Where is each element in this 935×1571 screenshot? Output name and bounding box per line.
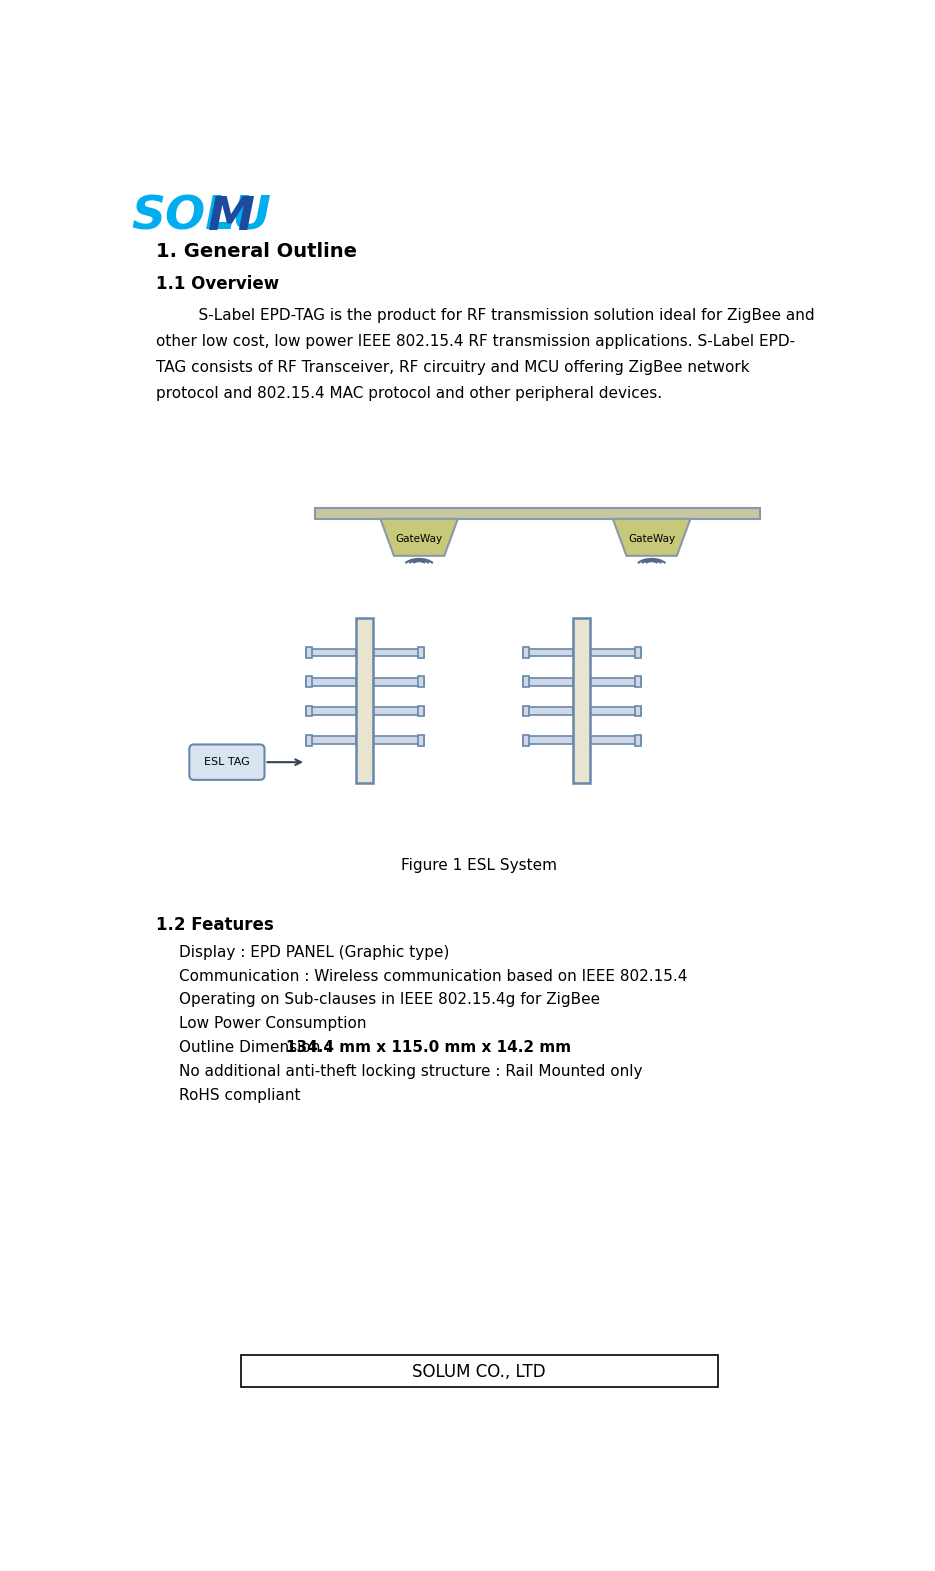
Polygon shape	[612, 518, 690, 556]
Bar	[418, 735, 424, 746]
Bar	[373, 707, 424, 715]
Bar	[306, 647, 312, 658]
Bar	[523, 705, 529, 716]
Text: GateWay: GateWay	[396, 534, 442, 544]
Text: Operating on Sub-clauses in IEEE 802.15.4g for ZigBee: Operating on Sub-clauses in IEEE 802.15.…	[179, 993, 600, 1007]
Bar	[373, 737, 424, 745]
Bar	[573, 617, 590, 784]
Text: 1. General Outline: 1. General Outline	[155, 242, 356, 261]
Text: protocol and 802.15.4 MAC protocol and other peripheral devices.: protocol and 802.15.4 MAC protocol and o…	[155, 386, 662, 402]
Bar	[635, 676, 640, 687]
Text: TAG consists of RF Transceiver, RF circuitry and MCU offering ZigBee network: TAG consists of RF Transceiver, RF circu…	[155, 360, 749, 375]
Bar	[523, 676, 529, 687]
Bar	[306, 737, 356, 745]
Bar	[523, 677, 573, 685]
Bar	[241, 1356, 717, 1387]
Text: RoHS compliant: RoHS compliant	[179, 1087, 300, 1103]
Bar	[306, 677, 356, 685]
Text: Communication : Wireless communication based on IEEE 802.15.4: Communication : Wireless communication b…	[179, 969, 687, 983]
Bar	[306, 735, 312, 746]
Bar	[306, 676, 312, 687]
Bar	[306, 705, 312, 716]
Bar	[418, 676, 424, 687]
Text: SOLUM CO., LTD: SOLUM CO., LTD	[412, 1364, 546, 1381]
Text: ESL TAG: ESL TAG	[204, 757, 250, 767]
Polygon shape	[381, 518, 458, 556]
Text: Low Power Consumption: Low Power Consumption	[179, 1016, 367, 1031]
Bar	[523, 647, 529, 658]
Text: 134.4 mm x 115.0 mm x 14.2 mm: 134.4 mm x 115.0 mm x 14.2 mm	[286, 1040, 571, 1056]
Bar	[418, 705, 424, 716]
Text: M: M	[209, 195, 255, 240]
Bar	[306, 707, 356, 715]
Text: Figure 1 ESL System: Figure 1 ESL System	[401, 858, 557, 873]
Bar	[635, 705, 640, 716]
Text: 1.2 Features: 1.2 Features	[155, 916, 273, 935]
Text: SOLU: SOLU	[131, 195, 271, 240]
Text: S-Label EPD-TAG is the product for RF transmission solution ideal for ZigBee and: S-Label EPD-TAG is the product for RF tr…	[179, 308, 814, 324]
Text: No additional anti-theft locking structure : Rail Mounted only: No additional anti-theft locking structu…	[179, 1064, 642, 1079]
Bar	[590, 649, 640, 657]
Bar	[590, 707, 640, 715]
Bar	[635, 647, 640, 658]
Bar	[418, 647, 424, 658]
Text: Display : EPD PANEL (Graphic type): Display : EPD PANEL (Graphic type)	[179, 944, 449, 960]
Text: GateWay: GateWay	[628, 534, 675, 544]
Bar	[314, 507, 760, 518]
Bar	[523, 649, 573, 657]
Bar	[590, 677, 640, 685]
Text: 1.1 Overview: 1.1 Overview	[155, 275, 279, 292]
Bar	[523, 737, 573, 745]
Bar	[523, 735, 529, 746]
Bar	[356, 617, 373, 784]
Text: other low cost, low power IEEE 802.15.4 RF transmission applications. S-Label EP: other low cost, low power IEEE 802.15.4 …	[155, 335, 795, 349]
Bar	[373, 649, 424, 657]
Text: Outline Dimension :: Outline Dimension :	[179, 1040, 335, 1056]
FancyBboxPatch shape	[189, 745, 265, 779]
Bar	[523, 707, 573, 715]
Bar	[306, 649, 356, 657]
Bar	[635, 735, 640, 746]
Bar	[373, 677, 424, 685]
Bar	[590, 737, 640, 745]
